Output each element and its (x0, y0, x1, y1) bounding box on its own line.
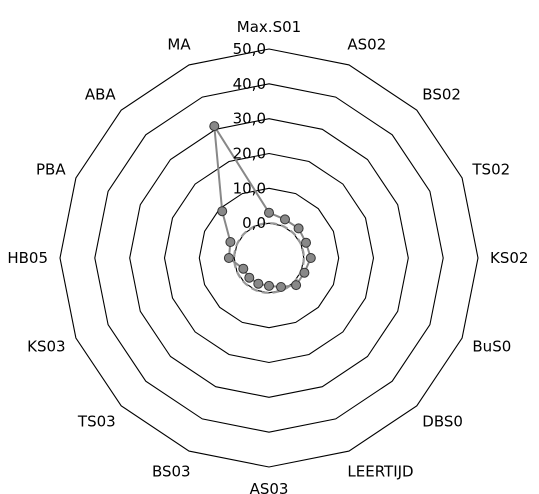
tick-label: 40,0 (233, 75, 266, 93)
category-label-ABA: ABA (85, 86, 117, 104)
category-label-Max.S01: Max.S01 (237, 18, 301, 36)
tick-label: 10,0 (233, 179, 266, 197)
category-label-MA: MA (167, 36, 191, 54)
data-point-BuS0 (299, 267, 310, 278)
tick-label: 20,0 (233, 145, 266, 163)
reference-circle (233, 222, 305, 294)
tick-label: 50,0 (233, 40, 266, 58)
data-point-Max.S01 (264, 207, 274, 218)
reference-ring (233, 222, 305, 294)
category-label-AS02: AS02 (347, 36, 386, 54)
category-label-KS03: KS03 (27, 337, 65, 355)
data-point-MA (209, 121, 220, 132)
data-point-KS02 (305, 253, 316, 263)
data-point-DBS0 (291, 280, 302, 291)
grid-ring-4 (94, 83, 444, 433)
series-layer (209, 121, 316, 292)
grid-ring-5 (59, 48, 479, 468)
category-label-TS02: TS02 (471, 161, 510, 179)
grid-ring-2 (163, 152, 375, 364)
data-point-TS02 (301, 237, 311, 248)
data-point-AS03 (264, 280, 274, 291)
category-label-BS02: BS02 (422, 86, 461, 104)
category-label-TS03: TS03 (77, 412, 116, 430)
category-label-BS03: BS03 (152, 462, 191, 480)
category-label-LEERTIJD: LEERTIJD (347, 462, 413, 480)
tick-label: 0,0 (242, 214, 266, 232)
category-label-KS02: KS02 (490, 249, 528, 267)
tick-labels: 0,0 10,0 20,0 30,0 40,0 50,0 (233, 40, 266, 232)
data-point-PBA (225, 237, 236, 247)
grid-ring-3 (129, 118, 409, 398)
category-label-BuS0: BuS0 (472, 337, 511, 355)
category-label-AS03: AS03 (250, 480, 289, 494)
grid-ring-1 (198, 187, 340, 329)
data-point-HB05 (223, 253, 234, 263)
category-label-HB05: HB05 (7, 249, 48, 267)
data-point-BS02 (293, 223, 304, 234)
data-point-AS02 (280, 214, 290, 225)
data-point-KS03 (238, 263, 249, 274)
data-point-BS03 (253, 278, 264, 289)
data-point-LEERTIJD (276, 282, 286, 292)
category-label-DBS0: DBS0 (422, 412, 463, 430)
radar-grid (59, 48, 479, 468)
data-point-TS03 (244, 272, 255, 283)
category-label-PBA: PBA (36, 161, 66, 179)
data-point-ABA (217, 206, 228, 217)
category-labels: Max.S01 AS02 BS02 TS02 KS02 BuS0 DBS0 LEERTIJD A… (7, 18, 528, 494)
tick-label: 30,0 (233, 110, 266, 128)
